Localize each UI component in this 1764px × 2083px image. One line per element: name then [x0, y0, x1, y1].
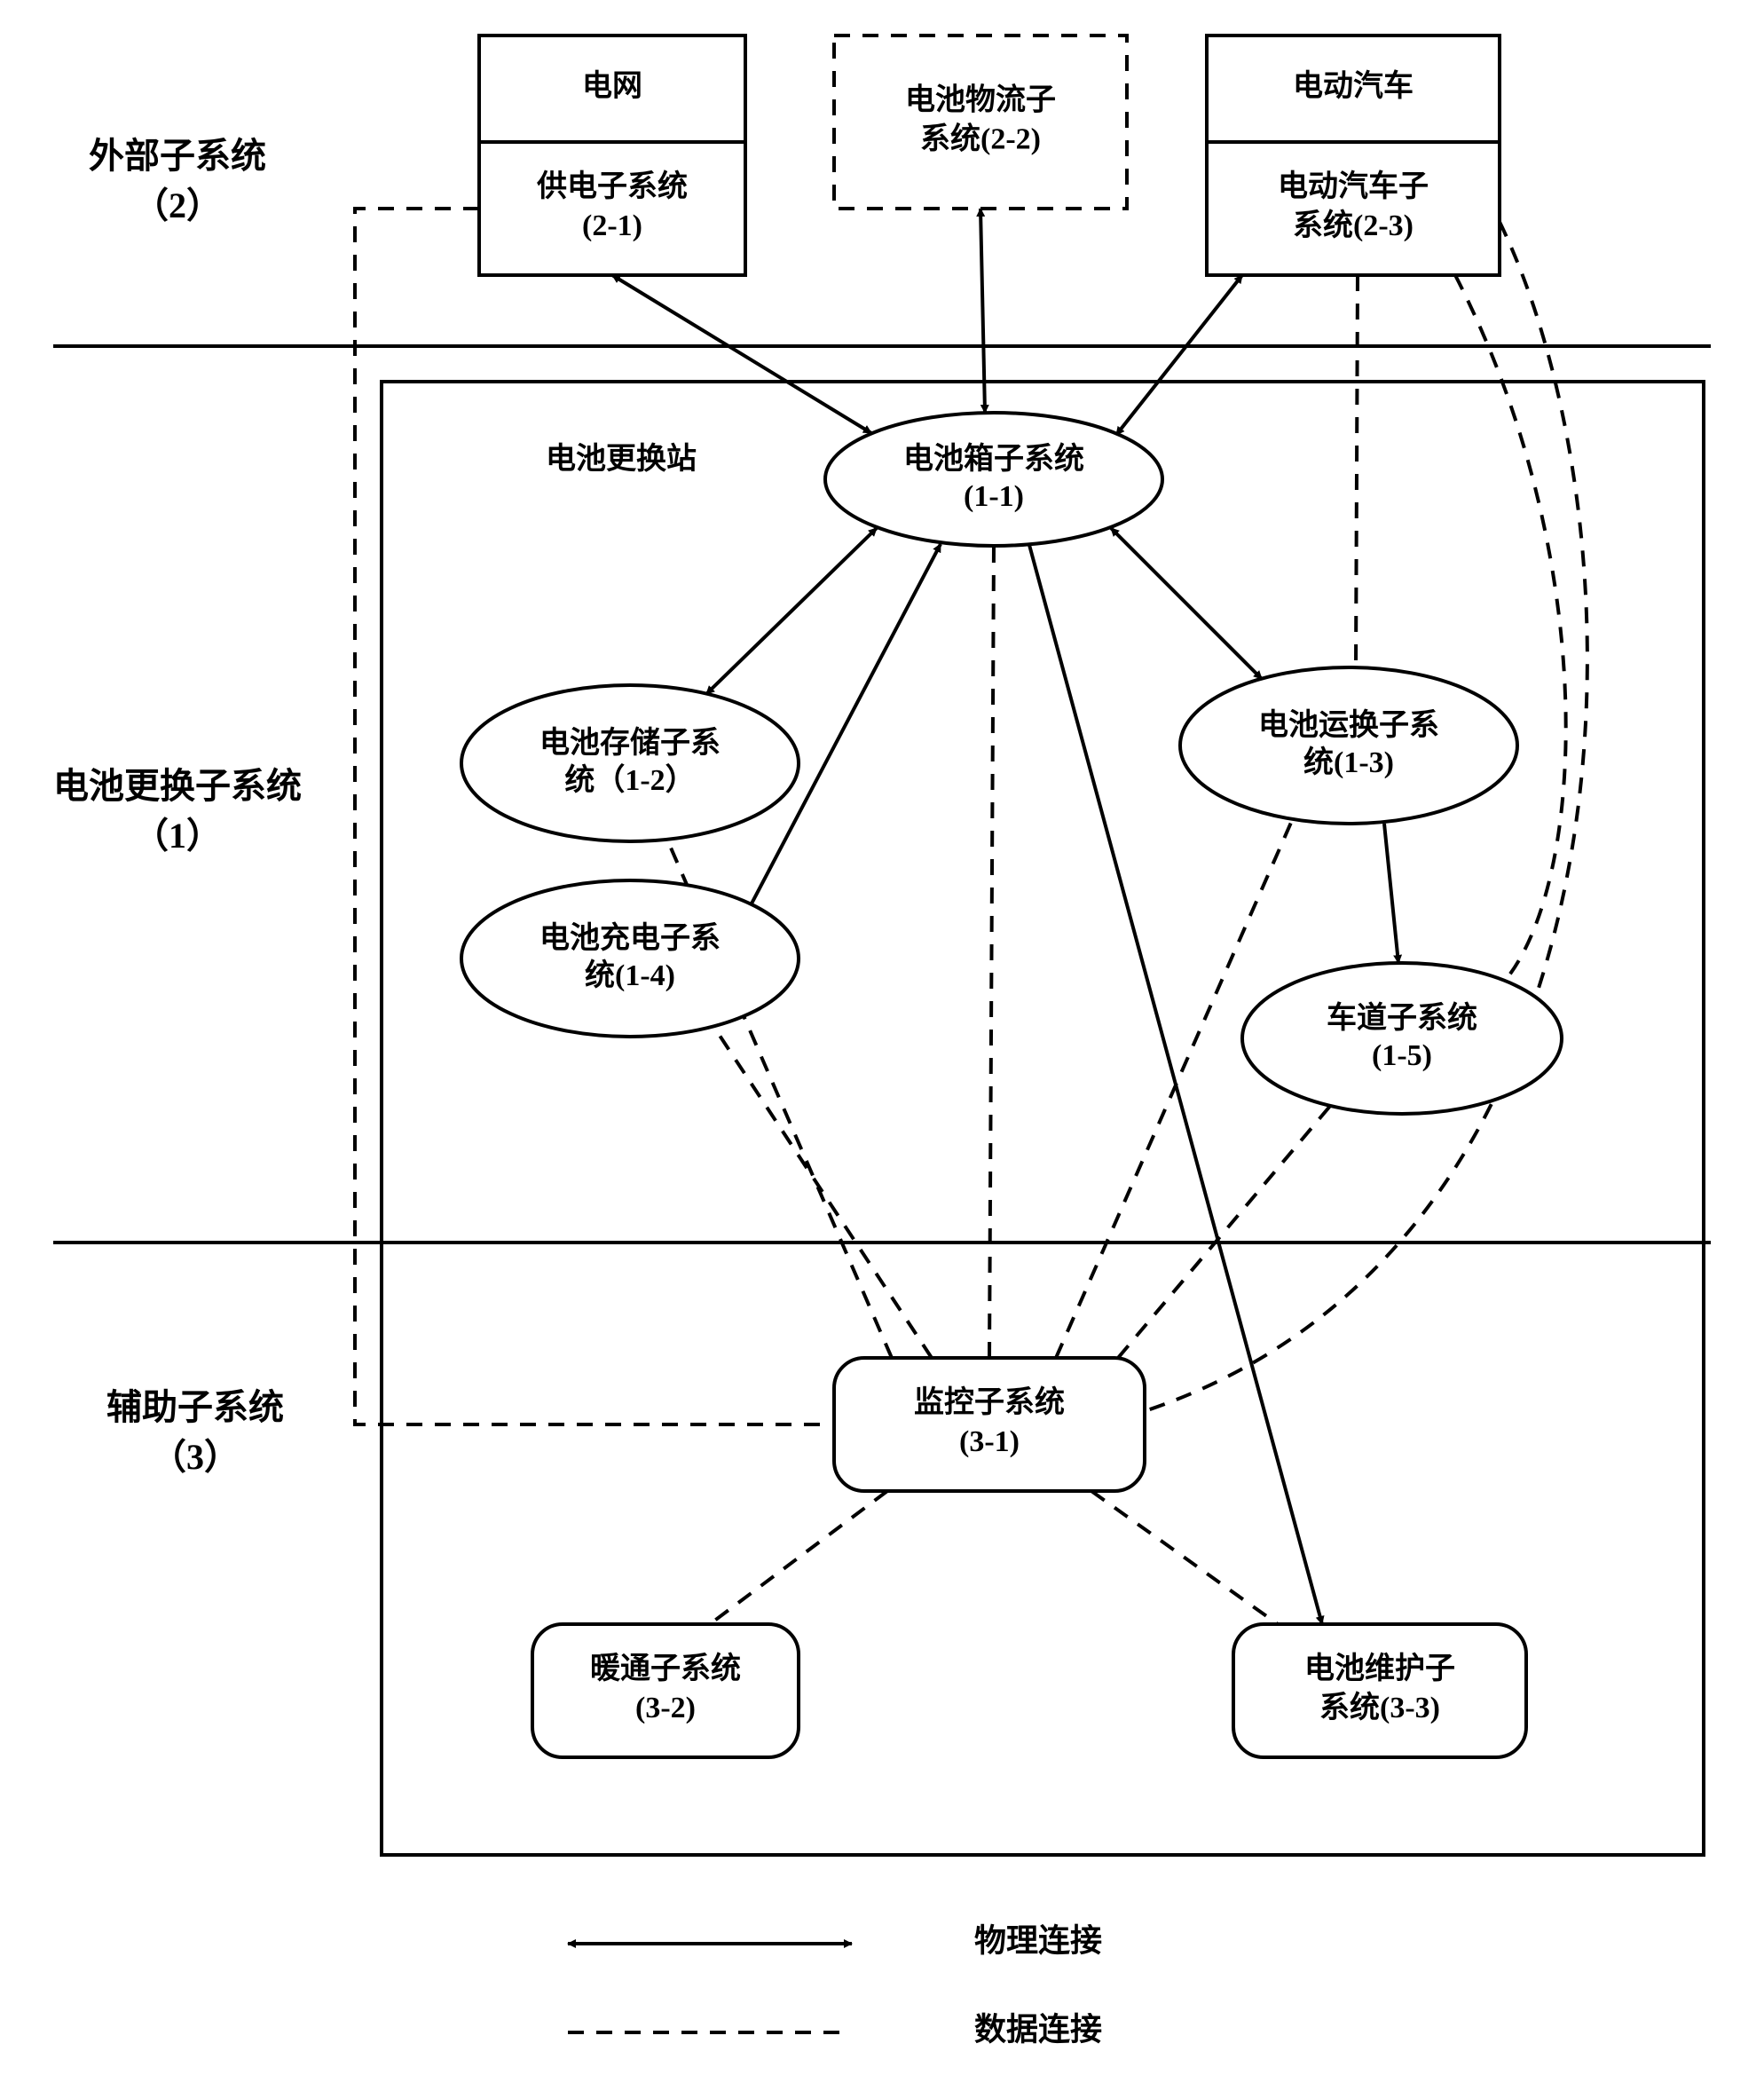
node-ev_sub: 电动汽车子系统(2-3): [1207, 142, 1500, 275]
node-monitor: 监控子系统 (3-1): [834, 1358, 1145, 1491]
svg-text:系统(3-3): 系统(3-3): [1319, 1691, 1440, 1724]
svg-text:辅助子系统: 辅助子系统: [106, 1387, 284, 1427]
svg-text:电动汽车: 电动汽车: [1293, 69, 1414, 103]
node-power: 供电子系统 (2-1): [479, 142, 745, 275]
svg-text:(1-5): (1-5): [1372, 1039, 1432, 1072]
svg-text:统(1-3): 统(1-3): [1303, 746, 1394, 779]
svg-text:电池更换站: 电池更换站: [546, 442, 697, 476]
svg-text:监控子系统: 监控子系统: [914, 1385, 1065, 1419]
node-lane: 车道子系统 (1-5): [1242, 963, 1562, 1114]
svg-text:暖通子系统: 暖通子系统: [590, 1652, 741, 1685]
svg-text:电池运换子系: 电池运换子系: [1258, 708, 1439, 742]
svg-text:(3-1): (3-1): [959, 1425, 1020, 1458]
svg-text:（1）: （1）: [133, 816, 222, 856]
svg-text:电池充电子系: 电池充电子系: [539, 921, 721, 955]
svg-text:(3-2): (3-2): [635, 1692, 696, 1724]
system-diagram: 外部子系统 （2） 电池更换子系统 （1） 辅助子系统 （3） 电池更换站 电网供电子系统 (2…: [0, 0, 1764, 2083]
svg-text:(2-1): (2-1): [582, 209, 642, 242]
svg-text:电动汽车子: 电动汽车子: [1278, 170, 1429, 203]
node-ev_top: 电动汽车: [1207, 36, 1500, 142]
svg-text:电池物流子: 电池物流子: [905, 83, 1056, 116]
node-hvac: 暖通子系统 (3-2): [532, 1624, 799, 1757]
svg-text:供电子系统: 供电子系统: [536, 170, 688, 203]
node-battery_box: 电池箱子系统 (1-1): [825, 413, 1162, 546]
node-grid: 电网: [479, 36, 745, 142]
svg-text:电池存储子系: 电池存储子系: [539, 726, 721, 760]
svg-text:物理连接: 物理连接: [974, 1922, 1102, 1958]
svg-text:电网: 电网: [582, 69, 642, 103]
svg-text:统(1-4): 统(1-4): [585, 959, 675, 992]
node-transport: 电池运换子系统(1-3): [1180, 667, 1517, 824]
svg-text:（3）: （3）: [151, 1437, 240, 1477]
svg-text:(1-1): (1-1): [964, 480, 1024, 513]
svg-text:电池维护子: 电池维护子: [1304, 1652, 1455, 1685]
svg-text:（2）: （2）: [133, 185, 222, 225]
svg-text:外部子系统: 外部子系统: [89, 136, 266, 176]
svg-text:系统(2-3): 系统(2-3): [1293, 209, 1414, 242]
svg-text:车道子系统: 车道子系统: [1327, 1001, 1477, 1035]
svg-text:系统(2-2): 系统(2-2): [920, 122, 1041, 155]
node-storage: 电池存储子系统（1-2）: [461, 685, 799, 841]
svg-text:电池箱子系统: 电池箱子系统: [903, 442, 1084, 476]
svg-text:统（1-2）: 统（1-2）: [564, 762, 695, 797]
svg-text:数据连接: 数据连接: [974, 2011, 1102, 2047]
node-logistics: 电池物流子系统(2-2): [834, 36, 1127, 209]
node-charge: 电池充电子系统(1-4): [461, 880, 799, 1037]
svg-text:电池更换子系统: 电池更换子系统: [53, 766, 302, 806]
node-maint: 电池维护子系统(3-3): [1233, 1624, 1526, 1757]
